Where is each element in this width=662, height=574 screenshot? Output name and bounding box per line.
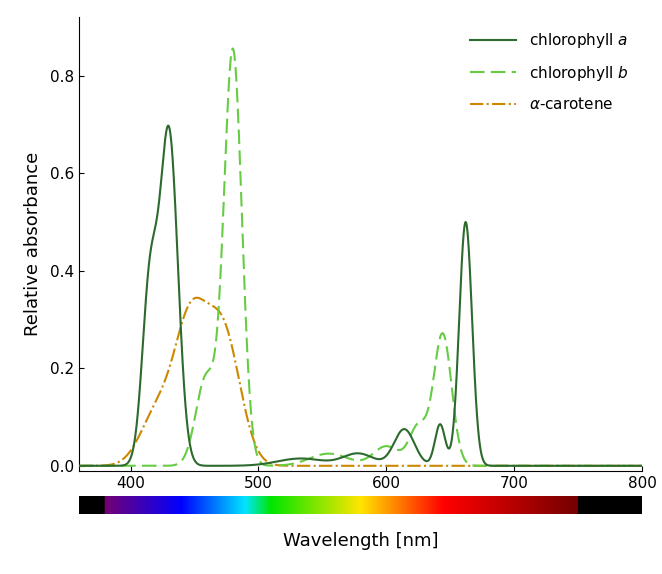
Legend: chlorophyll $a$, chlorophyll $b$, $\alpha$-carotene: chlorophyll $a$, chlorophyll $b$, $\alph… <box>464 25 634 119</box>
X-axis label: Wavelength [nm]: Wavelength [nm] <box>283 532 438 550</box>
Y-axis label: Relative absorbance: Relative absorbance <box>24 152 42 336</box>
